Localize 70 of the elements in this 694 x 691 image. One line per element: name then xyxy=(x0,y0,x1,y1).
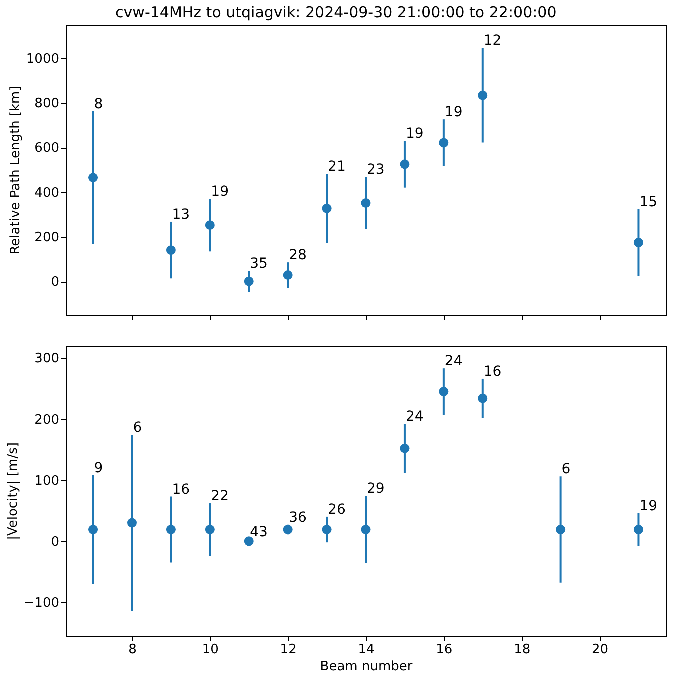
annotation: 23 xyxy=(367,162,385,178)
point xyxy=(166,525,176,534)
point xyxy=(361,525,371,534)
annotation: 24 xyxy=(444,354,463,370)
x-axis-title: Beam number xyxy=(320,660,414,674)
y-tick-label: 100 xyxy=(34,474,60,489)
point xyxy=(478,394,488,404)
point xyxy=(478,90,488,100)
y-tick-label: 200 xyxy=(34,412,60,428)
y-axis-title: Relative Path Length [km] xyxy=(8,86,24,255)
annotation: 6 xyxy=(133,420,142,436)
point xyxy=(244,276,254,286)
point xyxy=(439,387,449,397)
annotation: 19 xyxy=(640,498,658,514)
x-tick-label: 8 xyxy=(128,642,137,658)
point xyxy=(283,270,293,280)
point xyxy=(205,525,215,534)
x-tick-label: 12 xyxy=(280,642,297,658)
x-tick-label: 10 xyxy=(202,642,219,658)
point xyxy=(400,160,410,170)
annotation: 43 xyxy=(250,524,268,541)
point xyxy=(88,525,98,534)
point xyxy=(361,198,371,208)
point xyxy=(634,238,644,248)
annotation: 8 xyxy=(94,96,104,112)
annotation: 16 xyxy=(172,482,190,498)
x-tick-label: 16 xyxy=(436,642,453,658)
annotation: 28 xyxy=(289,248,307,264)
y-tick-label: 1000 xyxy=(26,52,60,67)
point xyxy=(400,444,410,454)
annotation: 24 xyxy=(406,409,424,426)
point xyxy=(634,525,644,534)
y-tick-label: 200 xyxy=(34,230,60,246)
x-tick-label: 18 xyxy=(514,642,531,658)
annotation: 15 xyxy=(640,194,658,210)
point xyxy=(88,173,98,183)
x-tick-label: 20 xyxy=(592,642,609,658)
annotation: 21 xyxy=(328,159,346,176)
point xyxy=(244,536,254,546)
point xyxy=(127,518,137,528)
annotation: 12 xyxy=(484,33,502,50)
point xyxy=(205,220,215,230)
point xyxy=(322,525,332,534)
annotation: 13 xyxy=(172,206,190,223)
point xyxy=(439,138,449,148)
x-tick-label: 14 xyxy=(358,642,375,658)
annotation: 22 xyxy=(211,488,229,505)
point xyxy=(283,525,293,534)
y-tick-label: 0 xyxy=(51,534,60,550)
annotation: 19 xyxy=(406,126,424,142)
chart-title: cvw-14MHz to utqiagvik: 2024-09-30 21:00:00 to 22:00:00 xyxy=(116,4,557,22)
point xyxy=(556,525,566,534)
annotation: 19 xyxy=(211,184,229,200)
annotation: 9 xyxy=(94,460,104,476)
y-tick-label: 0 xyxy=(51,275,60,290)
y-tick-label: 400 xyxy=(34,186,60,201)
annotation: 35 xyxy=(250,256,268,272)
point xyxy=(322,204,332,214)
y-tick-label: −100 xyxy=(24,596,60,611)
point xyxy=(166,246,176,256)
annotation: 19 xyxy=(444,104,463,121)
y-tick-label: 600 xyxy=(34,141,60,156)
annotation: 29 xyxy=(367,481,385,498)
y-axis-title: |Velocity| [m/s] xyxy=(6,442,21,540)
annotation: 16 xyxy=(484,364,502,380)
annotation: 26 xyxy=(328,502,346,518)
y-tick-label: 800 xyxy=(34,96,60,112)
annotation: 6 xyxy=(562,462,571,478)
annotation: 36 xyxy=(289,510,307,526)
y-tick-label: 300 xyxy=(34,352,60,367)
